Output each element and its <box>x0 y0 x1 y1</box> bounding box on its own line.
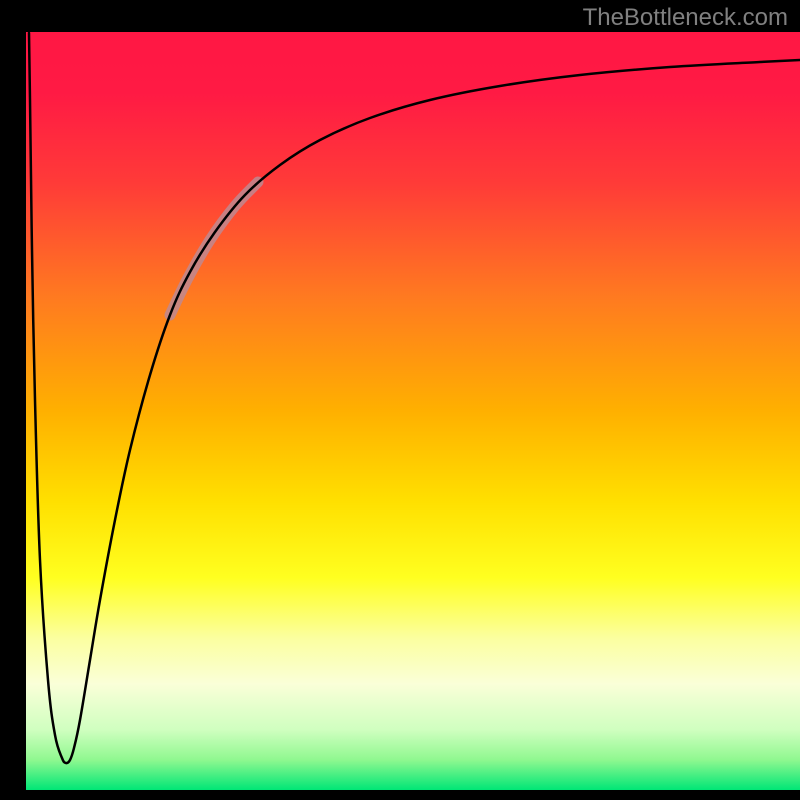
gradient-background <box>26 32 800 790</box>
bottleneck-chart <box>0 0 800 800</box>
watermark-text: TheBottleneck.com <box>583 4 788 32</box>
